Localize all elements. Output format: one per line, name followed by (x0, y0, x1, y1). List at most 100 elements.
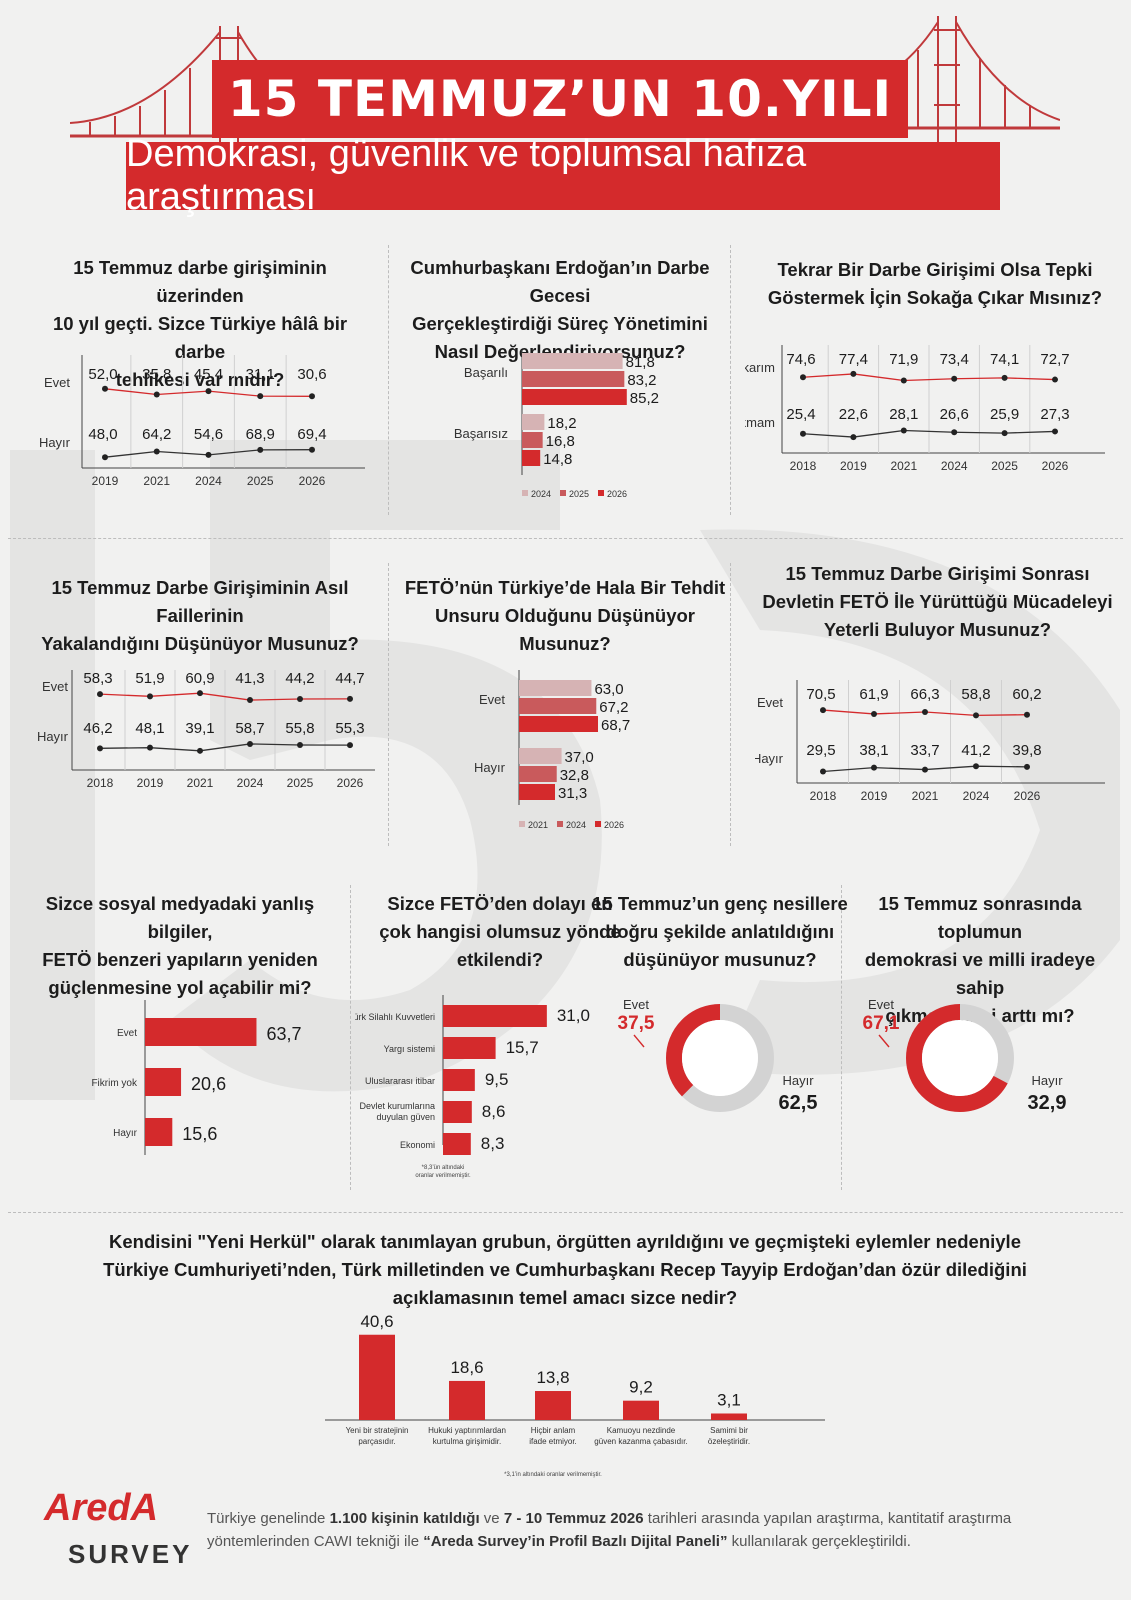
bar-label: 9,5 (485, 1070, 509, 1089)
data-label: 22,6 (839, 406, 868, 423)
data-label: 26,6 (940, 406, 969, 423)
bar-label: 85,2 (630, 390, 659, 407)
data-label: 71,9 (889, 351, 918, 368)
data-point (850, 370, 857, 377)
data-label: 68,9 (246, 426, 275, 443)
category-label: Hukuki yaptırımlardan (428, 1426, 506, 1435)
x-tick-label: 2019 (840, 459, 867, 473)
bar (519, 766, 557, 782)
bar-label: 67,2 (599, 699, 628, 716)
divider-row3 (8, 1212, 1123, 1213)
data-label: 58,8 (961, 686, 990, 703)
column-label: 9,2 (629, 1378, 653, 1397)
category-label: Evet (117, 1028, 137, 1039)
series-label: Hayır (755, 751, 784, 766)
data-label: 64,2 (142, 426, 171, 443)
data-point (97, 691, 103, 698)
logo-tagline: SURVEY (68, 1539, 192, 1569)
x-tick-label: 2021 (187, 776, 214, 790)
data-label: 74,6 (786, 351, 815, 368)
x-tick-label: 2024 (195, 474, 222, 488)
footnote: *3,1’in altındaki oranlar verilmemiştir. (504, 1472, 602, 1478)
category-label: Başarısız (454, 426, 508, 441)
chart6-title: 15 Temmuz Darbe Girişimi Sonrası Devletin… (762, 563, 1113, 640)
chart11-columns: 40,6 Yeni bir stratejinin parçasıdır. 18,6 H… (325, 1315, 825, 1478)
x-tick-label: 2018 (87, 776, 114, 790)
bar (522, 450, 541, 466)
data-point (871, 710, 877, 717)
x-tick-label: 2021 (912, 789, 939, 803)
page-subtitle: Demokrasi, güvenlik ve toplumsal hafıza … (126, 133, 807, 218)
bar-label: 63,0 (594, 681, 623, 698)
bar (519, 784, 555, 800)
category-label: Evet (479, 692, 505, 707)
chart1-title: 15 Temmuz darbe girişiminin üzerinden 10 … (52, 257, 348, 390)
data-label: 31,1 (246, 366, 275, 383)
category-label: parçasıdır. (358, 1437, 395, 1446)
legend-swatch (557, 821, 563, 827)
data-label: 60,2 (1012, 686, 1041, 703)
bar (443, 1005, 547, 1027)
legend-swatch (595, 821, 601, 827)
data-label: 41,3 (235, 670, 264, 687)
data-label: 44,2 (285, 670, 314, 687)
data-point (1052, 376, 1058, 383)
x-tick-label: 2019 (92, 474, 119, 488)
chart1-line: 2019 2021 2024 2025 2026 Evet 52,0 35,8 45,4 31,1… (39, 355, 365, 488)
subtitle-banner: Demokrasi, güvenlik ve toplumsal hafıza … (126, 133, 1000, 218)
series-line (802, 429, 1056, 438)
data-label: 61,9 (859, 686, 888, 703)
x-tick-label: 2025 (247, 474, 274, 488)
category-label: Ekonomi (400, 1140, 435, 1150)
data-point (800, 430, 806, 437)
legend-swatch (519, 821, 525, 827)
chart4-line: 2018 2019 2021 2024 2025 2026 Evet 58,3 51,9 60,9… (37, 670, 375, 790)
data-label: 25,9 (990, 406, 1019, 423)
series-line (99, 692, 351, 701)
data-point (1001, 430, 1008, 437)
category-label: Devlet kurumlarına (359, 1101, 435, 1111)
data-label: 73,4 (940, 351, 969, 368)
data-label: 33,7 (910, 742, 939, 759)
x-tick-label: 2026 (1014, 789, 1041, 803)
logo-brand: AredA (43, 1487, 158, 1529)
data-point (1001, 374, 1008, 381)
legend-label: 2021 (528, 820, 548, 830)
divider-v4 (730, 563, 731, 846)
bar (443, 1069, 475, 1091)
data-point (900, 377, 907, 384)
slice-value: 32,9 (1028, 1092, 1067, 1114)
slice-category: Evet (868, 997, 894, 1012)
slice-value: 37,5 (618, 1013, 655, 1034)
category-label: özeleştiridir. (708, 1437, 750, 1446)
divider-v5 (350, 885, 351, 1190)
data-point (871, 764, 877, 771)
bar-label: 14,8 (543, 451, 572, 468)
bar-label: 18,2 (547, 415, 576, 432)
data-point (1024, 711, 1030, 718)
bar-label: 68,7 (601, 717, 630, 734)
data-point (922, 708, 928, 715)
slice-category: Evet (623, 997, 649, 1012)
category-label: Yargı sistemi (384, 1044, 435, 1054)
data-point (97, 745, 103, 752)
data-label: 70,5 (806, 686, 835, 703)
bar (522, 389, 627, 405)
bar (145, 1118, 173, 1146)
bar-label: 81,8 (626, 354, 655, 371)
bar-label: 63,7 (266, 1024, 301, 1044)
column-label: 18,6 (450, 1358, 483, 1377)
data-point (1024, 763, 1030, 770)
x-tick-label: 2021 (143, 474, 170, 488)
slice-category: Hayır (1031, 1073, 1063, 1088)
data-label: 54,6 (194, 426, 223, 443)
data-point (205, 388, 212, 395)
data-label: 30,6 (297, 366, 326, 383)
data-point (257, 393, 264, 400)
category-label: Hayır (474, 760, 506, 775)
data-label: 52,0 (88, 366, 117, 383)
legend-swatch (598, 490, 604, 496)
data-point (153, 448, 160, 455)
